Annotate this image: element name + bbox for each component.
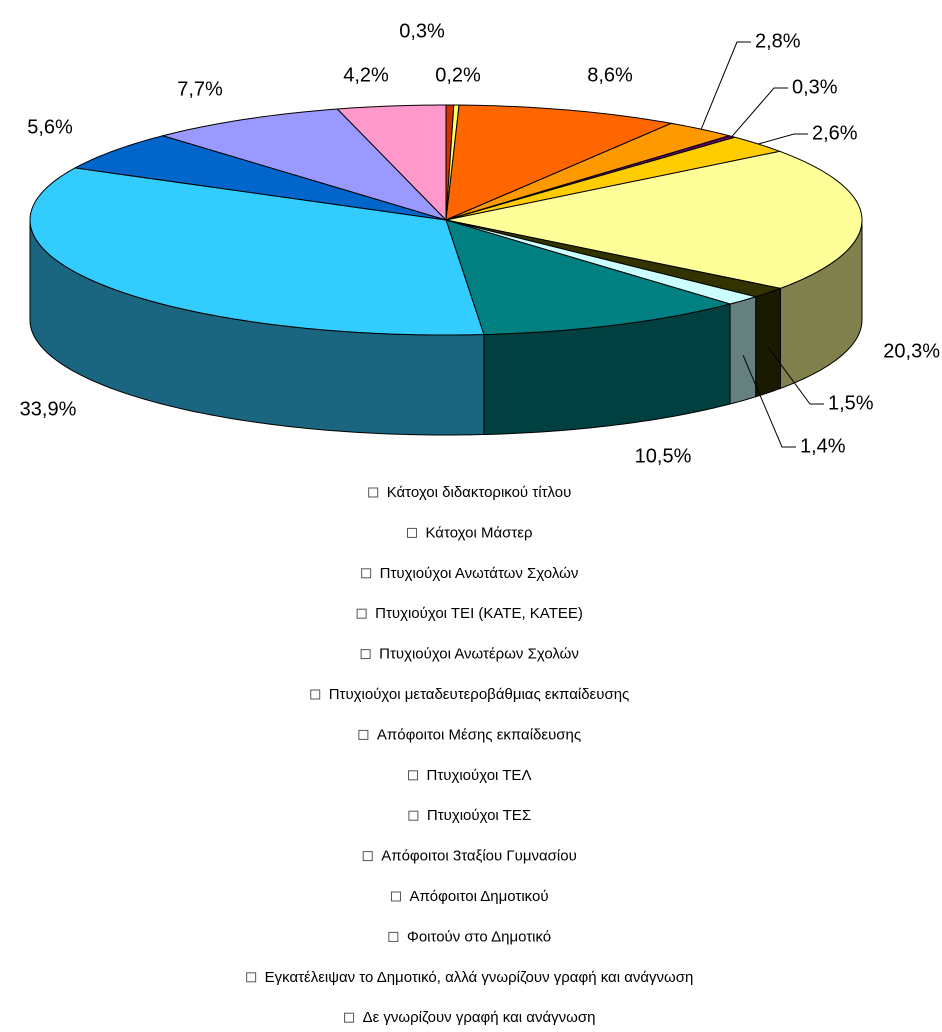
legend-swatch <box>356 608 367 619</box>
data-label: 1,5% <box>828 392 874 414</box>
legend-label: Πτυχιούχοι Ανωτάτων Σχολών <box>380 565 579 582</box>
data-label: 20,3% <box>883 340 940 362</box>
pie-slice <box>445 219 783 298</box>
pie-side <box>729 296 757 405</box>
data-label: 10,5% <box>635 445 692 467</box>
legend-label: Δε γνωρίζουν γραφή και ανάγνωση <box>363 1009 596 1026</box>
pie-slice <box>445 150 863 289</box>
legend-label: Απόφοιτοι Μέσης εκπαίδευσης <box>377 726 581 743</box>
legend-swatch <box>246 972 257 983</box>
pie-side <box>755 287 781 398</box>
data-label: 4,2% <box>343 64 389 86</box>
legend-label: Φοιτούν στο Δημοτικό <box>407 928 551 945</box>
data-label: 0,2% <box>435 64 481 86</box>
data-label: 0,3% <box>792 76 838 98</box>
pie-slice <box>161 108 448 222</box>
leader-line <box>742 355 796 448</box>
legend-label: Κάτοχοι Μάστερ <box>425 524 532 541</box>
legend-label: Πτυχιούχοι ΤΕΣ <box>427 807 531 824</box>
legend-label: Πτυχιούχοι μεταδευτεροβάθμιας εκπαίδευση… <box>329 686 630 703</box>
pie-slice <box>73 135 447 221</box>
legend-swatch <box>408 770 419 781</box>
leader-line <box>731 87 788 137</box>
pie-slice <box>336 104 447 222</box>
legend-swatch <box>310 689 321 700</box>
data-label: 7,7% <box>177 78 223 100</box>
data-label: 2,6% <box>812 122 858 144</box>
legend-label: Απόφοιτοι 3ταξίου Γυμνασίου <box>381 848 577 865</box>
legend-label: Πτυχιούχοι ΤΕΙ (ΚΑΤΕ, ΚΑΤΕΕ) <box>375 605 583 622</box>
legend-swatch <box>408 810 419 821</box>
pie-slice <box>445 219 732 336</box>
data-label: 33,9% <box>20 398 77 420</box>
leader-line <box>758 133 808 145</box>
legend-swatch <box>368 487 379 498</box>
data-label: 0,3% <box>399 20 445 42</box>
data-label: 5,6% <box>27 116 73 138</box>
data-label: 2,8% <box>755 30 801 52</box>
data-label: 8,6% <box>587 64 633 86</box>
legend-swatch <box>362 851 373 862</box>
data-label: 1,4% <box>800 435 846 457</box>
leader-line <box>700 41 751 130</box>
legend-swatch <box>360 649 371 660</box>
legend-swatch <box>406 527 417 538</box>
legend-swatch <box>344 1012 355 1023</box>
legend-swatch <box>361 568 372 579</box>
pie-slice <box>445 122 731 221</box>
pie-slice <box>445 104 674 221</box>
legend-swatch <box>390 891 401 902</box>
legend-label: Πτυχιούχοι Ανωτέρων Σχολών <box>379 646 579 663</box>
leader-line <box>768 347 824 405</box>
legend-label: Εγκατέλειψαν το Δημοτικό, αλλά γνωρίζουν… <box>265 969 694 986</box>
pie-slice <box>445 219 758 305</box>
legend-label: Πτυχιούχοι ΤΕΛ <box>427 767 532 784</box>
legend-swatch <box>358 729 369 740</box>
legend-label: Κάτοχοι διδακτορικού τίτλου <box>387 484 572 501</box>
legend-label: Απόφοιτοι Δημοτικού <box>409 888 548 905</box>
legend-swatch <box>388 931 399 942</box>
